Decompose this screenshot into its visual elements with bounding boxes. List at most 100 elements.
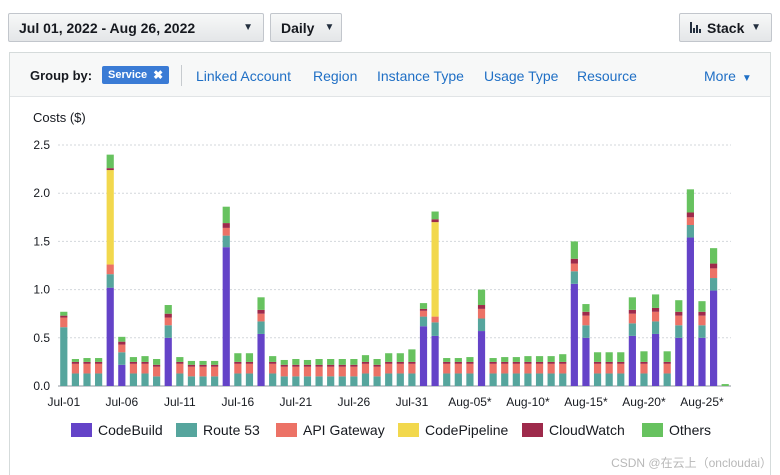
bar-segment-route-53[interactable] — [176, 373, 184, 386]
bar-segment-route-53[interactable] — [559, 373, 567, 386]
bar-segment-others[interactable] — [361, 355, 370, 362]
bar-segment-route-53[interactable] — [396, 373, 404, 386]
bar-segment-cloudwatch[interactable] — [83, 361, 91, 364]
bar-segment-cloudwatch[interactable] — [338, 364, 346, 367]
bar-segment-cloudwatch[interactable] — [559, 361, 567, 364]
bar-segment-api-gateway[interactable] — [280, 366, 288, 377]
bar-segment-others[interactable] — [83, 358, 91, 362]
bar-segment-route-53[interactable] — [675, 325, 683, 338]
bar-segment-codebuild[interactable] — [164, 337, 172, 386]
bar-segment-api-gateway[interactable] — [547, 363, 555, 374]
bar-segment-api-gateway[interactable] — [199, 366, 207, 377]
bar-segment-cloudwatch[interactable] — [141, 361, 149, 364]
bar-segment-route-53[interactable] — [141, 373, 149, 386]
bar-segment-cloudwatch[interactable] — [419, 308, 428, 311]
bar-segment-route-53[interactable] — [385, 373, 393, 386]
bar-segment-route-53[interactable] — [71, 373, 79, 386]
bar-segment-api-gateway[interactable] — [338, 366, 346, 377]
bar-segment-codebuild[interactable] — [710, 290, 718, 386]
bar-segment-api-gateway[interactable] — [315, 366, 323, 377]
bar-segment-cloudwatch[interactable] — [60, 315, 68, 318]
bar-segment-cloudwatch[interactable] — [118, 341, 126, 345]
bar-segment-others[interactable] — [721, 384, 729, 386]
bar-segment-others[interactable] — [176, 357, 184, 362]
bar-segment-cloudwatch[interactable] — [570, 258, 578, 264]
legend-item-codebuild[interactable]: CodeBuild — [71, 422, 163, 438]
bar-segment-others[interactable] — [535, 356, 544, 362]
bar-segment-others[interactable] — [211, 360, 219, 365]
bar-segment-route-53[interactable] — [269, 373, 277, 386]
bar-segment-others[interactable] — [675, 300, 683, 312]
bar-segment-others[interactable] — [466, 357, 474, 362]
bar-segment-others[interactable] — [385, 353, 393, 362]
bar-segment-route-53[interactable] — [350, 376, 358, 386]
bar-segment-others[interactable] — [512, 357, 520, 362]
bar-segment-cloudwatch[interactable] — [454, 361, 462, 364]
bar-segment-api-gateway[interactable] — [222, 227, 230, 236]
bar-segment-route-53[interactable] — [617, 373, 625, 386]
bar-segment-route-53[interactable] — [361, 373, 370, 386]
bar-segment-others[interactable] — [582, 304, 590, 312]
bar-segment-cloudwatch[interactable] — [501, 361, 509, 364]
bar-segment-others[interactable] — [338, 359, 346, 365]
bar-segment-api-gateway[interactable] — [686, 217, 694, 226]
bar-segment-api-gateway[interactable] — [489, 363, 497, 374]
bar-segment-codebuild[interactable] — [222, 247, 230, 386]
bar-segment-route-53[interactable] — [605, 373, 613, 386]
bar-segment-cloudwatch[interactable] — [280, 364, 288, 367]
bar-segment-cloudwatch[interactable] — [129, 361, 138, 364]
bar-segment-api-gateway[interactable] — [292, 366, 300, 377]
bar-segment-route-53[interactable] — [593, 373, 602, 386]
bar-segment-api-gateway[interactable] — [95, 363, 103, 374]
bar-segment-route-53[interactable] — [327, 376, 335, 386]
bar-segment-route-53[interactable] — [431, 322, 439, 336]
bar-segment-others[interactable] — [570, 241, 578, 259]
bar-segment-others[interactable] — [698, 301, 706, 312]
group-link-instance-type[interactable]: Instance Type — [377, 68, 464, 84]
bar-segment-cloudwatch[interactable] — [245, 361, 254, 364]
bar-segment-api-gateway[interactable] — [582, 315, 590, 326]
bar-segment-cloudwatch[interactable] — [651, 307, 660, 312]
bar-segment-others[interactable] — [651, 294, 660, 308]
bar-segment-api-gateway[interactable] — [71, 363, 79, 374]
bar-segment-api-gateway[interactable] — [303, 366, 312, 377]
bar-segment-route-53[interactable] — [408, 373, 416, 386]
bar-segment-cloudwatch[interactable] — [350, 364, 358, 367]
bar-segment-api-gateway[interactable] — [118, 344, 126, 353]
bar-segment-api-gateway[interactable] — [466, 363, 474, 374]
bar-segment-others[interactable] — [257, 297, 265, 310]
bar-segment-route-53[interactable] — [257, 321, 265, 334]
bar-segment-codebuild[interactable] — [118, 364, 126, 386]
bar-segment-others[interactable] — [234, 353, 242, 362]
bars[interactable] — [60, 154, 729, 386]
legend-item-codepipeline[interactable]: CodePipeline — [398, 422, 508, 438]
bar-segment-route-53[interactable] — [443, 373, 451, 386]
bar-segment-cloudwatch[interactable] — [292, 364, 300, 367]
bar-segment-api-gateway[interactable] — [129, 363, 138, 374]
bar-segment-route-53[interactable] — [628, 323, 636, 336]
bar-segment-others[interactable] — [454, 358, 462, 362]
date-range-dropdown[interactable]: Jul 01, 2022 - Aug 26, 2022 ▼ — [8, 13, 264, 42]
bar-segment-route-53[interactable] — [222, 235, 230, 248]
bar-segment-route-53[interactable] — [663, 373, 671, 386]
bar-segment-api-gateway[interactable] — [83, 363, 91, 374]
bar-segment-others[interactable] — [327, 359, 335, 365]
bar-segment-cloudwatch[interactable] — [512, 361, 520, 364]
bar-segment-api-gateway[interactable] — [710, 268, 718, 279]
legend-item-others[interactable]: Others — [642, 422, 711, 438]
bar-segment-api-gateway[interactable] — [570, 263, 578, 272]
bar-segment-route-53[interactable] — [315, 376, 323, 386]
bar-segment-api-gateway[interactable] — [559, 363, 567, 374]
bar-segment-route-53[interactable] — [129, 373, 138, 386]
bar-segment-api-gateway[interactable] — [477, 308, 486, 319]
bar-segment-codepipeline[interactable] — [106, 170, 114, 265]
bar-segment-cloudwatch[interactable] — [164, 313, 172, 318]
bar-segment-api-gateway[interactable] — [617, 363, 625, 374]
bar-segment-api-gateway[interactable] — [396, 363, 404, 374]
bar-segment-api-gateway[interactable] — [524, 363, 532, 374]
bar-segment-others[interactable] — [141, 356, 149, 362]
group-link-linked-account[interactable]: Linked Account — [196, 68, 291, 84]
bar-segment-others[interactable] — [593, 352, 602, 362]
bar-segment-cloudwatch[interactable] — [396, 361, 404, 364]
group-link-region[interactable]: Region — [313, 68, 358, 84]
